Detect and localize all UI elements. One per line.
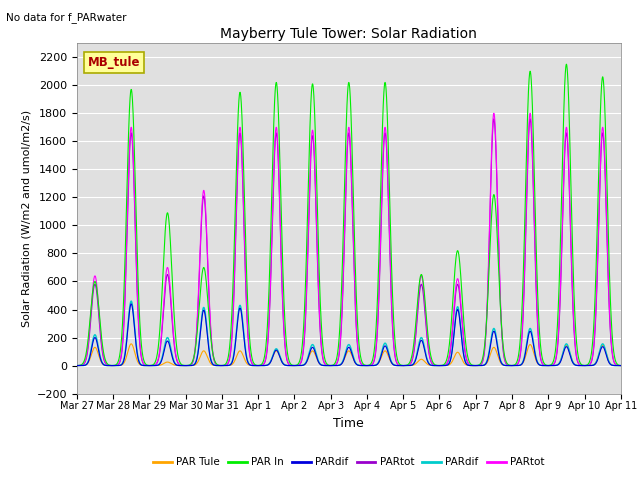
Legend: PAR Tule, PAR In, PARdif, PARtot, PARdif, PARtot: PAR Tule, PAR In, PARdif, PARtot, PARdif… — [149, 453, 548, 471]
Text: No data for f_PARwater: No data for f_PARwater — [6, 12, 127, 23]
Y-axis label: Solar Radiation (W/m2 and umol/m2/s): Solar Radiation (W/m2 and umol/m2/s) — [21, 110, 31, 327]
Text: MB_tule: MB_tule — [88, 56, 140, 69]
X-axis label: Time: Time — [333, 417, 364, 430]
Title: Mayberry Tule Tower: Solar Radiation: Mayberry Tule Tower: Solar Radiation — [220, 27, 477, 41]
